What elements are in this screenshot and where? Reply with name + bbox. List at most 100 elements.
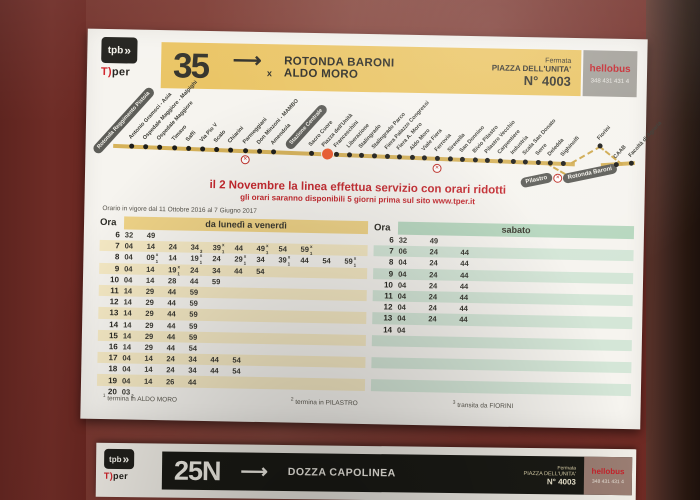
minute-cell: 59 bbox=[189, 287, 199, 297]
minute-cell: 59 bbox=[189, 310, 198, 320]
minute-cell: 44 bbox=[234, 243, 244, 253]
saturday-table: Ora sabato 6 32 49 7 06 24 44 8 04 24 44 9 04 24 44 10 0… bbox=[370, 220, 635, 407]
minute-cell: 14 bbox=[143, 376, 153, 386]
minute-cell: 44 bbox=[460, 270, 469, 280]
minute-cell: 14 bbox=[123, 297, 132, 307]
hour-cell: 7 bbox=[389, 246, 394, 256]
minute-cell: 24 bbox=[428, 292, 438, 302]
route-stop-dot bbox=[171, 145, 177, 151]
minute-cell: 34 bbox=[212, 265, 221, 275]
minute-cell: 14 bbox=[122, 331, 132, 341]
hour-cell: 6 bbox=[115, 230, 120, 240]
destination-secondary: ALDO MORO bbox=[283, 67, 359, 81]
hour-cell: 11 bbox=[384, 291, 393, 301]
hellobus-phone: 348 431 431 4 bbox=[591, 478, 624, 486]
minute-cell: 14 bbox=[123, 308, 132, 318]
route-stop-dot bbox=[510, 158, 516, 165]
hour-cell: 14 bbox=[109, 319, 119, 329]
minute-cell: 44 bbox=[460, 248, 469, 258]
minute-cell: 24 bbox=[429, 269, 438, 280]
timetable-sheet-line35: tpb» T)per 35 ⟶ ROTONDA BARONI x ALDO MO… bbox=[80, 28, 663, 430]
via-marker: x bbox=[266, 68, 273, 79]
hour-column-header: Ora bbox=[99, 216, 117, 228]
minute-cell: 09 x 1 bbox=[146, 252, 159, 265]
minute-cell: 24 bbox=[212, 254, 221, 264]
operator-logo-block: tpb» T)per bbox=[100, 36, 160, 88]
minute-cell: 59 x 1 bbox=[344, 256, 357, 269]
minute-cell: 44 bbox=[167, 309, 176, 319]
minute-cell: 24 bbox=[429, 258, 438, 268]
minute-cell: 14 bbox=[146, 264, 155, 274]
minute-cell: 24 bbox=[166, 365, 175, 375]
minute-cell: 44 bbox=[459, 304, 468, 314]
minute-cell: 14 bbox=[123, 286, 133, 296]
line-number: 25N bbox=[173, 455, 221, 486]
minute-cell: 44 bbox=[189, 276, 199, 286]
minute-cell: 04 bbox=[124, 264, 133, 274]
footnote-marks: 3 bbox=[199, 249, 203, 255]
minute-cell: 29 bbox=[145, 309, 154, 319]
hour-cell: 6 bbox=[389, 235, 394, 245]
minute-cell: 04 bbox=[124, 241, 134, 251]
route-stop-dot-current bbox=[321, 148, 333, 160]
hour-cell: 19 bbox=[108, 375, 118, 385]
minute-cell: 32 bbox=[398, 235, 408, 245]
weekday-table: Ora da lunedì a venerdì 6 32 49 7 04 14 24 34 3 3… bbox=[96, 215, 369, 402]
minute-cell: 14 bbox=[145, 275, 155, 285]
route-stop-dot bbox=[409, 154, 415, 160]
minute-cell: 59 bbox=[211, 276, 221, 287]
hour-cell: 14 bbox=[383, 324, 393, 335]
route-stop-dot bbox=[535, 159, 541, 166]
tpb-logo-icon: tpb» bbox=[104, 448, 135, 470]
hour-cell: 13 bbox=[383, 313, 393, 323]
minute-cell: 59 x 1 bbox=[300, 244, 313, 257]
minute-cell: 44 bbox=[167, 287, 177, 297]
route-stop-dot bbox=[613, 161, 619, 168]
destination-block: ⟶ ROTONDA BARONI x ALDO MORO bbox=[218, 49, 395, 81]
minute-cell: 44 bbox=[166, 343, 176, 353]
hellobus-logo: hellobus bbox=[589, 62, 631, 75]
tper-logo: T)per bbox=[100, 65, 131, 79]
minute-cell: 54 bbox=[188, 343, 198, 353]
minute-cell: 04 bbox=[396, 325, 406, 335]
minute-cell: 04 bbox=[124, 252, 133, 263]
timetable-tables: Ora da lunedì a venerdì 6 32 49 7 04 14 24 34 3 3… bbox=[96, 215, 635, 407]
minute-cell: 14 bbox=[168, 253, 177, 263]
minute-cell: 44 bbox=[210, 355, 219, 365]
hour-cell: 13 bbox=[109, 308, 119, 318]
hour-cell: 10 bbox=[109, 274, 120, 285]
minute-cell: 34 bbox=[256, 255, 265, 265]
hour-cell: 18 bbox=[108, 364, 118, 374]
route-stop-label: Scalo bbox=[213, 129, 228, 145]
interchange-icon: ✕ bbox=[553, 173, 563, 183]
hour-cell: 9 bbox=[388, 269, 394, 279]
minute-cell: 29 bbox=[144, 331, 154, 341]
minute-cell: 44 bbox=[459, 281, 469, 291]
validity-period: Orario in vigore dal 11 Ottobre 2016 al … bbox=[102, 204, 257, 215]
hour-cell: 17 bbox=[108, 353, 118, 363]
route-stop-dot bbox=[185, 145, 192, 152]
minute-cell: 32 bbox=[124, 230, 134, 240]
direction-arrow-icon: ⟶ bbox=[232, 49, 262, 72]
chevron-right-icon: » bbox=[122, 452, 130, 467]
timetable-sheet-line25n: tpb» T)per 25N ⟶ DOZZA CAPOLINEA Fermata… bbox=[95, 442, 637, 500]
minute-cell: 54 bbox=[232, 366, 241, 376]
minute-cell: 24 bbox=[190, 265, 199, 275]
minute-cell: 54 bbox=[278, 244, 288, 254]
minute-cell: 29 bbox=[144, 342, 154, 352]
route-stop-label: Saffi bbox=[184, 130, 198, 143]
hellobus-logo: hellobus bbox=[591, 466, 625, 477]
line-header-band-dark: 25N ⟶ DOZZA CAPOLINEA Fermata PIAZZA DEL… bbox=[161, 451, 633, 496]
route-stop-dot bbox=[242, 148, 248, 154]
minute-cell: 44 bbox=[166, 332, 176, 342]
minute-cell: 39 x 1 bbox=[278, 255, 291, 268]
minute-cell: 24 bbox=[168, 242, 178, 252]
stop-name: PIAZZA DELL'UNITA' bbox=[491, 62, 572, 74]
line-number: 35 bbox=[172, 45, 209, 86]
route-stop-label: CAAB bbox=[612, 144, 628, 161]
minute-cell: 04 bbox=[122, 364, 131, 374]
hour-cell: 9 bbox=[114, 263, 120, 273]
